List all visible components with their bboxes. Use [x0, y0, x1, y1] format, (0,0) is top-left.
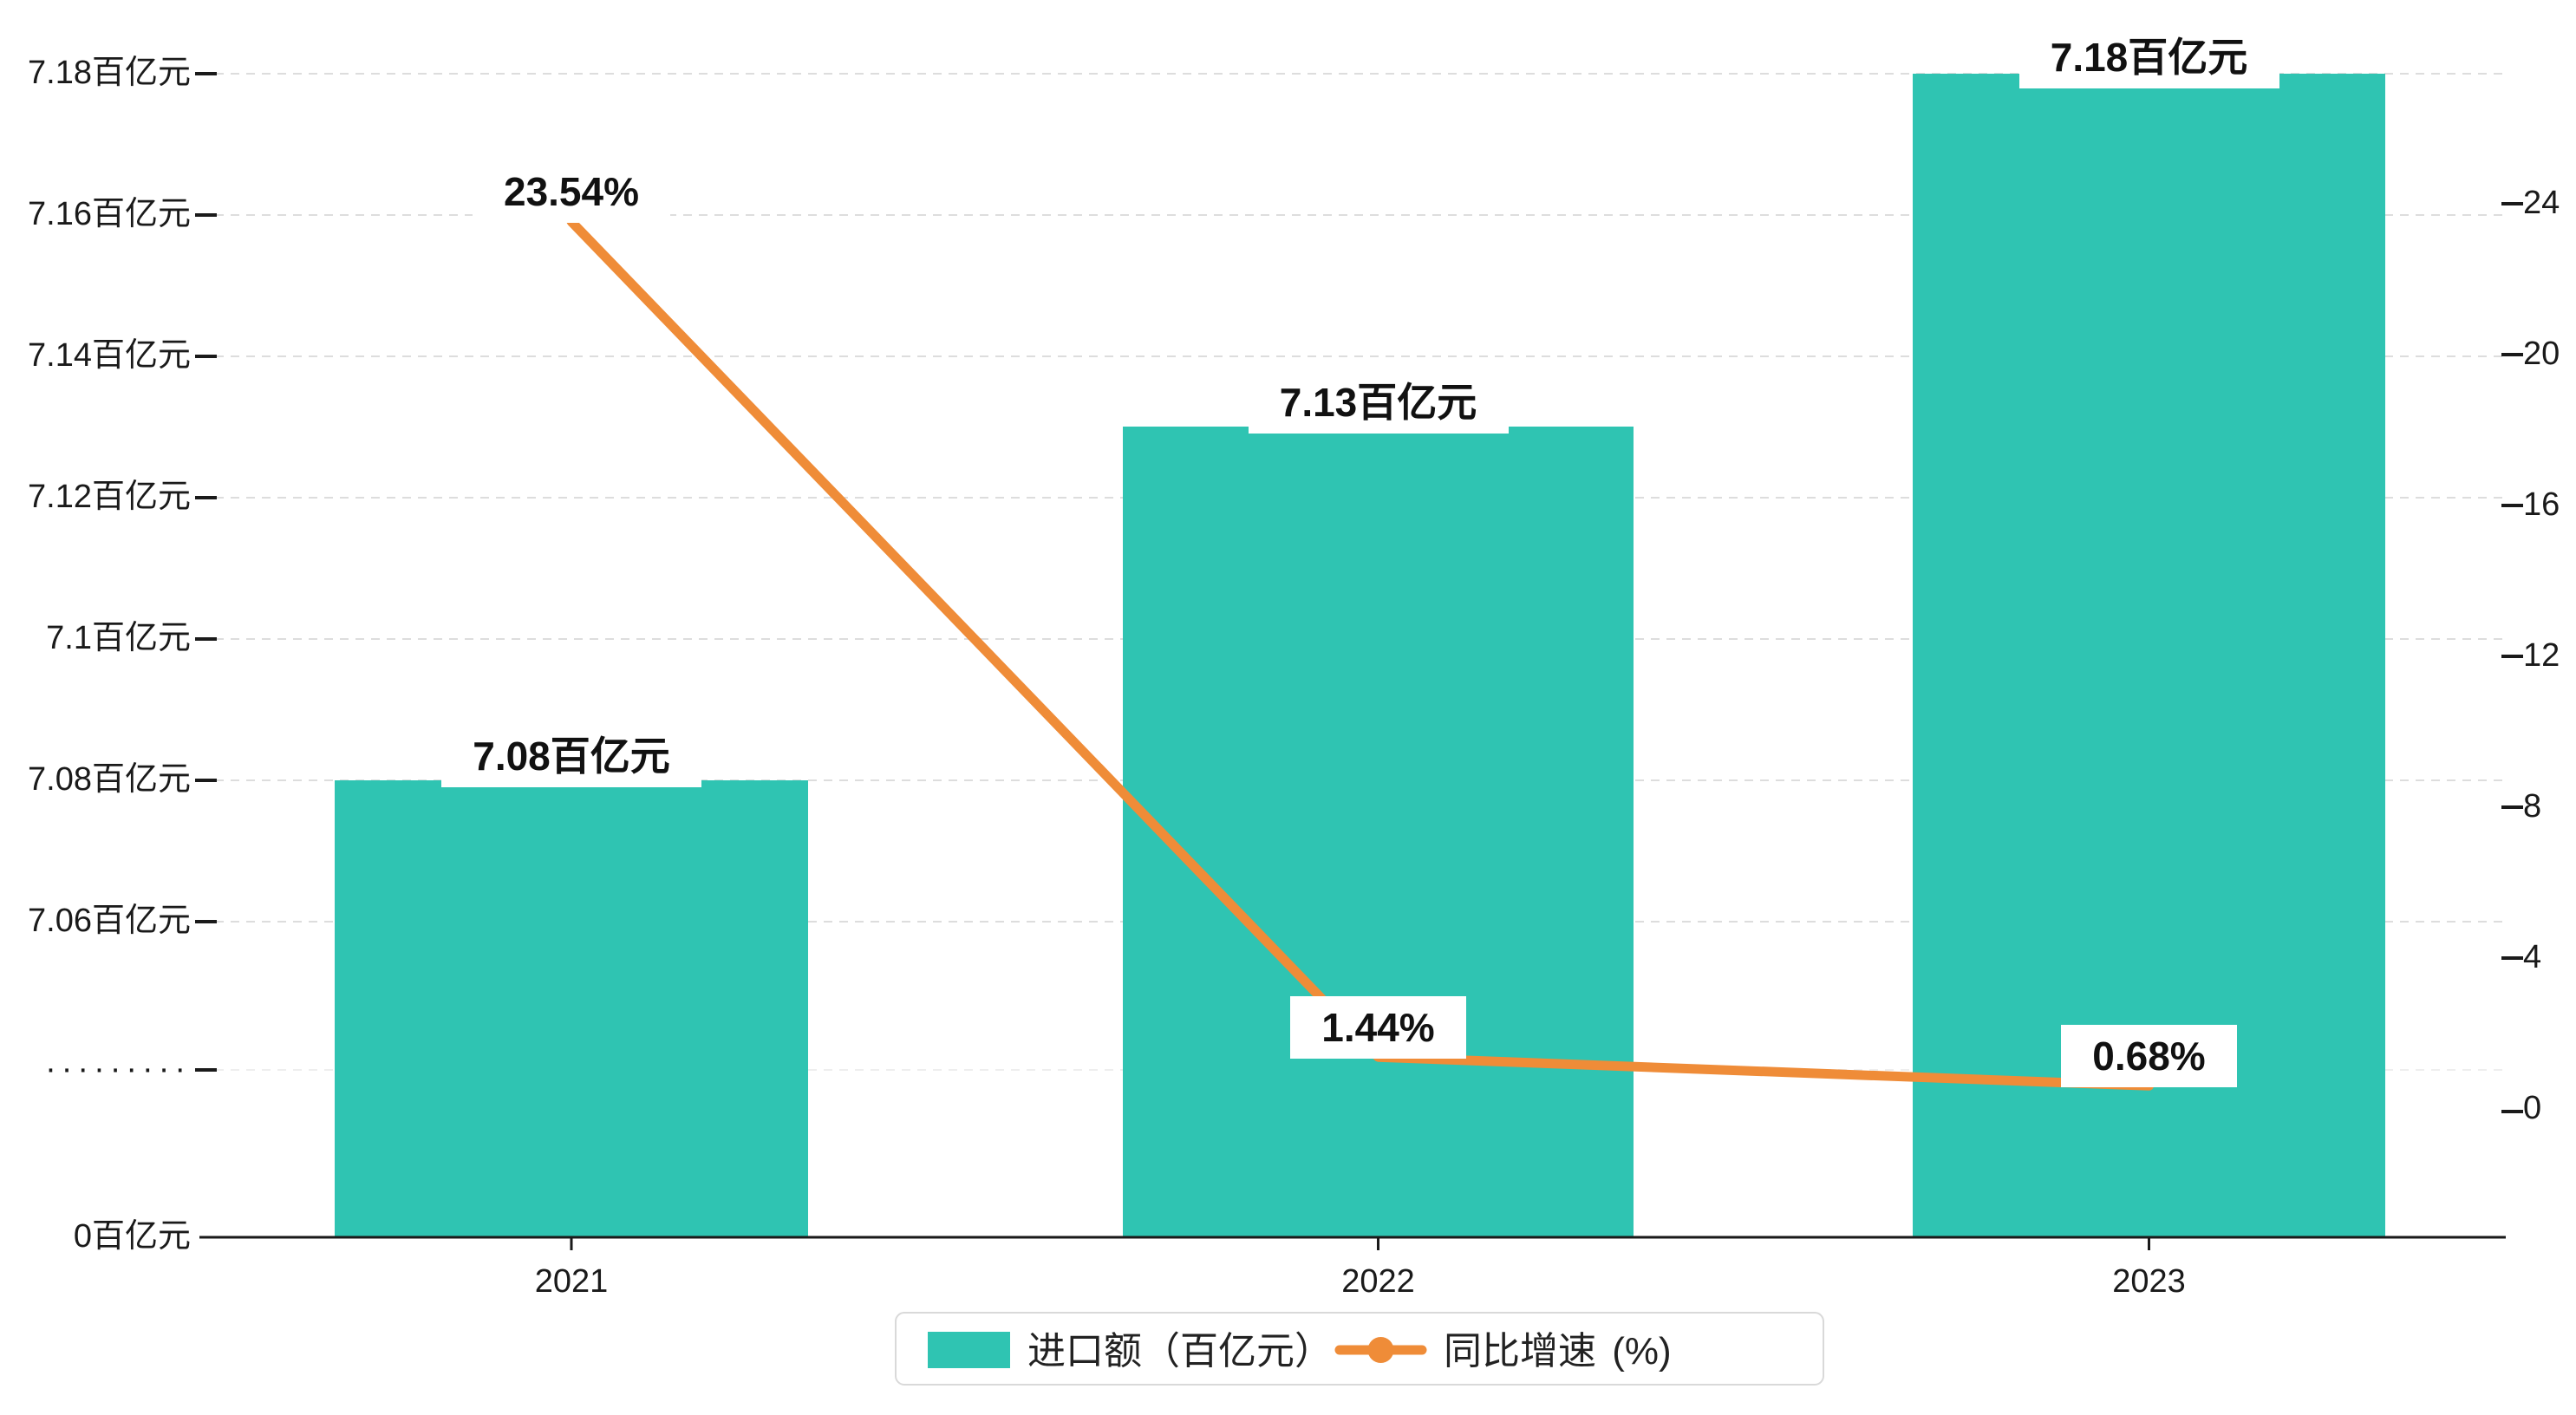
svg-text:7.14百亿元: 7.14百亿元 [28, 337, 191, 374]
svg-text:同比增速 (%): 同比增速 (%) [1444, 1330, 1672, 1373]
svg-text:7.13百亿元: 7.13百亿元 [1280, 380, 1477, 425]
svg-text:7.18百亿元: 7.18百亿元 [28, 55, 191, 91]
svg-text:7.06百亿元: 7.06百亿元 [28, 903, 191, 939]
svg-text:7.18百亿元: 7.18百亿元 [2051, 35, 2248, 80]
svg-text:0.68%: 0.68% [2092, 1034, 2205, 1079]
svg-text:2023: 2023 [2112, 1263, 2186, 1300]
svg-text:16: 16 [2523, 486, 2560, 523]
svg-text:7.1百亿元: 7.1百亿元 [46, 620, 191, 656]
svg-text:7.12百亿元: 7.12百亿元 [28, 479, 191, 515]
svg-text:8: 8 [2523, 788, 2541, 825]
svg-text:7.08百亿元: 7.08百亿元 [28, 761, 191, 798]
svg-text:·········: ········· [45, 1051, 191, 1087]
svg-text:24: 24 [2523, 185, 2560, 221]
svg-text:2022: 2022 [1341, 1263, 1415, 1300]
svg-text:23.54%: 23.54% [504, 169, 639, 214]
svg-text:7.08百亿元: 7.08百亿元 [473, 734, 670, 779]
svg-text:4: 4 [2523, 939, 2541, 975]
svg-text:7.16百亿元: 7.16百亿元 [28, 196, 191, 232]
svg-text:0: 0 [2523, 1090, 2541, 1126]
svg-text:进口额（百亿元）: 进口额（百亿元） [1027, 1330, 1333, 1373]
svg-text:12: 12 [2523, 637, 2560, 674]
svg-text:2021: 2021 [535, 1263, 609, 1300]
svg-text:1.44%: 1.44% [1321, 1005, 1434, 1050]
svg-text:20: 20 [2523, 336, 2560, 372]
svg-text:0百亿元: 0百亿元 [74, 1218, 191, 1255]
